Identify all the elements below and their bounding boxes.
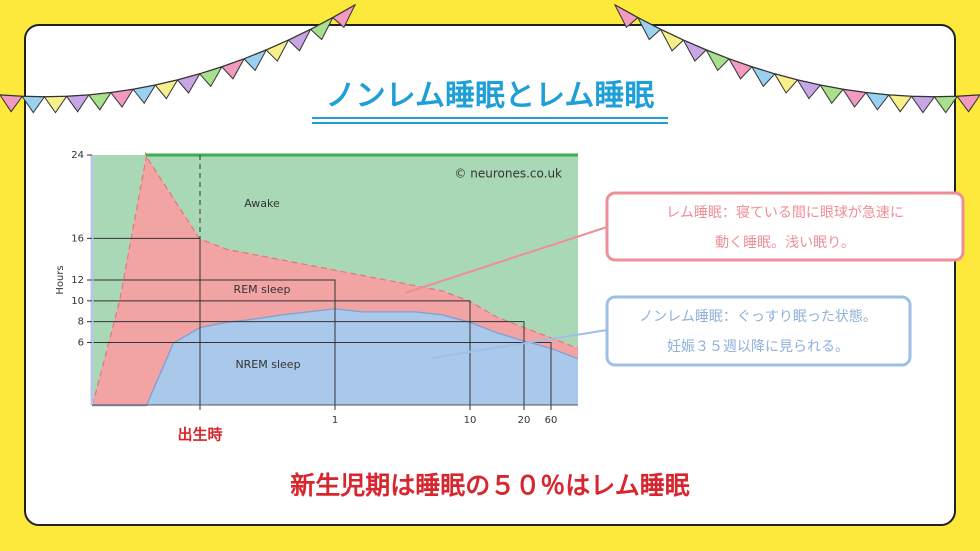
pointer [431,329,608,359]
flag [331,3,357,29]
y-tick-label: 12 [71,275,84,286]
callout-text: ノンレム睡眠：ぐっすり眠った状態。 [639,309,877,325]
flag [842,88,867,108]
flag [87,92,112,111]
y-tick-label: 24 [71,150,84,161]
callout-text: レム睡眠：寝ている間に眼球が急速に [666,204,904,221]
callout-text: 妊娠３５週以降に見られる。 [667,339,849,355]
flag [287,28,312,52]
flag [864,92,890,111]
flag [956,94,980,113]
x-tick-label: 1 [332,415,338,426]
y-axis-label: Hours [55,265,66,294]
flag [198,66,223,88]
flag [309,16,334,41]
flag [154,79,179,100]
credit: © neurones.co.uk [454,167,562,181]
bunting [0,3,980,114]
flag [819,84,845,105]
guide-line [92,237,201,405]
rem-callout [605,191,965,262]
series-label: NREM sleep [235,358,300,371]
flag [65,94,90,113]
x-tick-label: 出生時 [177,426,222,444]
pointer [404,226,608,294]
chart: 6 8 10 12 16 24 出生時 1 10 20 60 Hours © neurones.co.u… [55,150,579,444]
x-tick-label: 10 [464,415,477,426]
area [92,155,578,405]
flag [933,95,959,114]
x-tick-label: 20 [518,415,531,426]
flag [773,73,799,94]
guide-line [92,342,552,405]
y-tick-label: 8 [78,317,84,328]
flag [43,95,68,114]
flag [727,57,753,80]
flag [243,49,268,72]
flag [132,84,157,105]
flag [613,3,639,29]
flag [705,49,730,72]
y-tick-label: 10 [71,296,84,307]
flag [176,73,201,94]
flag [265,39,290,62]
y-tick-label: 16 [71,233,84,244]
flag [21,95,46,114]
flag [636,16,662,41]
flag [910,95,936,114]
flag [220,57,246,80]
x-tick-label: 60 [545,415,558,426]
flag [659,28,685,52]
callout-text: 動く睡眠。浅い眠り。 [715,235,855,251]
flag [682,39,708,62]
flag [0,94,24,113]
title: ノンレム睡眠とレム睡眠 [326,79,655,114]
flag [750,66,776,88]
y-tick-label: 6 [78,338,84,349]
guide-line [92,300,471,405]
caption: 新生児期は睡眠の５０％はレム睡眠 [290,471,690,500]
flag [796,79,822,100]
guide-line [92,321,525,405]
guide-line [92,279,336,405]
series-label: REM sleep [234,283,291,296]
flag [110,88,135,108]
flag [887,94,913,113]
series-label: Awake [244,197,280,210]
